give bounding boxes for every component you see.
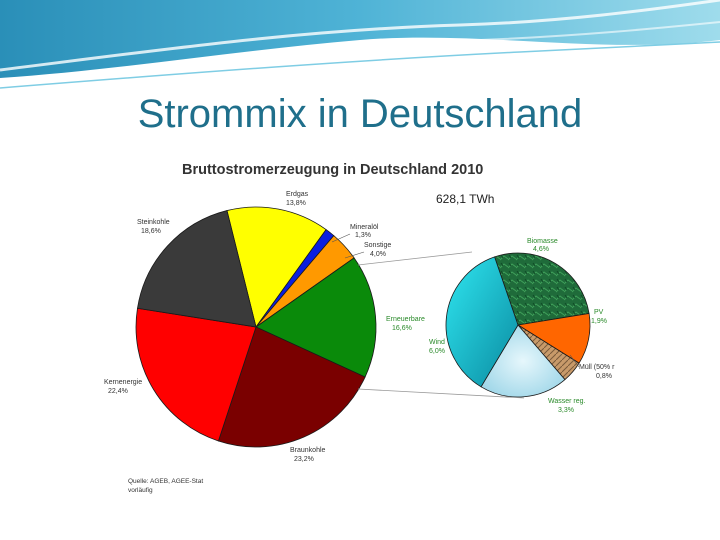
renewables-pie (445, 252, 591, 398)
label-sonstige-value: 4,0% (370, 251, 386, 258)
label-pv-value: 1,9% (591, 318, 607, 325)
source-note-line2: vorläufig (128, 487, 153, 494)
label-steinkohle-value: 18,6% (141, 228, 161, 235)
label-kernenergie-name: Kernenergie (104, 379, 142, 386)
leader-mineraloel (331, 233, 351, 243)
label-biomasse-name: Biomasse (527, 238, 558, 245)
chart-title: Bruttostromerzeugung in Deutschland 2010 (182, 162, 483, 178)
pie-slice-braunkohle (217, 326, 366, 448)
label-pv-name: PV (594, 309, 604, 316)
label-muell-name: Müll (50% r (579, 364, 615, 371)
leader-muell (569, 354, 580, 368)
label-wasser-value: 3,3% (558, 407, 574, 414)
label-mineraloel-value: 1,3% (355, 232, 371, 239)
label-braunkohle-name: Braunkohle (290, 447, 326, 454)
pie-slice-steinkohle (137, 210, 257, 328)
label-wind-name: Wind (429, 339, 445, 346)
label-erneuerbare-value: 16,6% (392, 325, 412, 332)
pie-slice-erneuerbare (255, 257, 377, 378)
electricity-mix-chart: Bruttostromerzeugung in Deutschland 2010… (104, 162, 615, 494)
label-braunkohle-value: 23,2% (294, 456, 314, 463)
label-wasser-name: Wasser reg. (548, 398, 586, 405)
connector-line-top (357, 251, 473, 266)
label-muell-value: 0,8% (596, 373, 612, 380)
chart-subtitle: 628,1 TWh (436, 192, 494, 206)
source-note-line1: Quelle: AGEB, AGEE-Stat (128, 478, 203, 485)
label-biomasse-value: 4,6% (533, 246, 549, 253)
pie-slice-biomasse (494, 252, 590, 326)
pie-slice-wasser-reg (480, 324, 566, 398)
pie-slice-wind (445, 256, 519, 388)
pie-slice-erdgas (226, 206, 327, 328)
label-erdgas-name: Erdgas (286, 191, 309, 198)
label-kernenergie-value: 22,4% (108, 388, 128, 395)
label-steinkohle-name: Steinkohle (137, 219, 170, 226)
pie-slice-kernenergie (135, 307, 257, 442)
leader-sonstige (344, 251, 365, 259)
connector-line-bottom (357, 388, 525, 399)
label-wind-value: 6,0% (429, 348, 445, 355)
label-sonstige-name: Sonstige (364, 242, 391, 249)
slide-title: Strommix in Deutschland (137, 92, 583, 136)
header-wave-decoration (0, 0, 720, 89)
label-erdgas-value: 13,8% (286, 200, 306, 207)
label-erneuerbare-name: Erneuerbare (386, 316, 425, 323)
label-mineraloel-name: Mineralöl (350, 224, 379, 231)
main-pie (135, 206, 377, 448)
